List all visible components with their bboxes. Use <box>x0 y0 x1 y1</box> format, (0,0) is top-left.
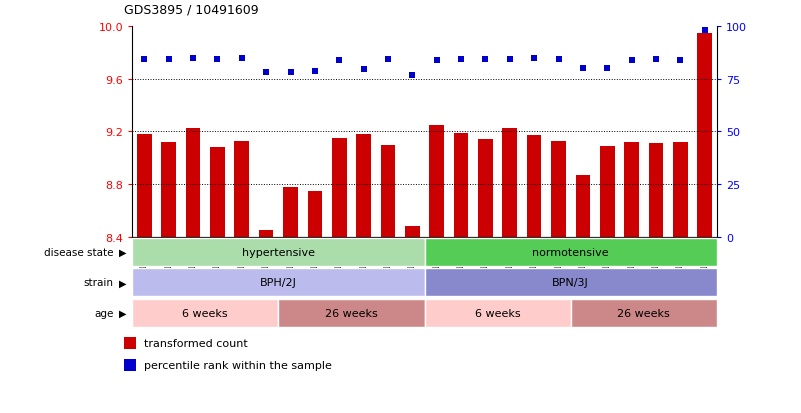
Bar <box>161 143 176 237</box>
Text: GDS3895 / 10491609: GDS3895 / 10491609 <box>124 4 259 17</box>
Bar <box>124 337 136 349</box>
Text: BPH/2J: BPH/2J <box>260 278 297 288</box>
Bar <box>600 147 614 237</box>
Text: ▶: ▶ <box>119 278 127 288</box>
Bar <box>624 143 639 237</box>
Bar <box>527 136 541 237</box>
Bar <box>453 133 469 237</box>
Point <box>260 70 272 76</box>
Point <box>674 58 686 64</box>
Point <box>430 58 443 64</box>
Point <box>163 57 175 63</box>
Bar <box>308 191 322 237</box>
Text: 6 weeks: 6 weeks <box>183 308 228 318</box>
Bar <box>332 139 347 237</box>
Text: 26 weeks: 26 weeks <box>325 308 378 318</box>
Point <box>333 58 346 64</box>
Bar <box>124 359 136 371</box>
Bar <box>698 33 712 237</box>
Bar <box>132 299 279 327</box>
Text: percentile rank within the sample: percentile rank within the sample <box>144 360 332 370</box>
Bar <box>380 145 395 237</box>
Text: 26 weeks: 26 weeks <box>618 308 670 318</box>
Point <box>187 55 199 62</box>
Bar <box>235 141 249 237</box>
Bar <box>551 141 566 237</box>
Bar <box>425 269 717 297</box>
Bar <box>649 144 663 237</box>
Bar <box>576 176 590 237</box>
Bar <box>137 135 151 237</box>
Text: transformed count: transformed count <box>144 339 248 349</box>
Text: age: age <box>95 308 114 318</box>
Text: disease state: disease state <box>44 247 114 258</box>
Point <box>284 70 297 76</box>
Bar <box>210 148 225 237</box>
Point <box>577 66 590 72</box>
Bar <box>570 299 717 327</box>
Point <box>479 57 492 63</box>
Point <box>552 57 565 63</box>
Point <box>357 67 370 74</box>
Bar <box>284 188 298 237</box>
Point <box>650 57 662 63</box>
Text: ▶: ▶ <box>119 247 127 258</box>
Bar <box>502 128 517 237</box>
Bar <box>429 126 444 237</box>
Bar <box>259 231 273 237</box>
Bar <box>132 239 425 266</box>
Point <box>698 28 711 34</box>
Point <box>381 57 394 63</box>
Bar <box>673 143 687 237</box>
Point <box>601 66 614 72</box>
Text: ▶: ▶ <box>119 308 127 318</box>
Bar <box>425 239 717 266</box>
Point <box>528 55 541 62</box>
Bar <box>478 140 493 237</box>
Bar <box>279 299 425 327</box>
Point <box>406 72 419 79</box>
Text: 6 weeks: 6 weeks <box>475 308 521 318</box>
Point <box>503 57 516 63</box>
Point <box>211 57 223 63</box>
Bar <box>356 135 371 237</box>
Bar <box>425 299 571 327</box>
Text: BPN/3J: BPN/3J <box>553 278 589 288</box>
Point <box>138 57 151 63</box>
Point <box>308 68 321 75</box>
Bar <box>405 227 420 237</box>
Text: hypertensive: hypertensive <box>242 247 315 258</box>
Bar <box>186 128 200 237</box>
Point <box>235 55 248 62</box>
Point <box>626 58 638 64</box>
Text: strain: strain <box>84 278 114 288</box>
Bar <box>132 269 425 297</box>
Text: normotensive: normotensive <box>533 247 609 258</box>
Point <box>455 57 468 63</box>
